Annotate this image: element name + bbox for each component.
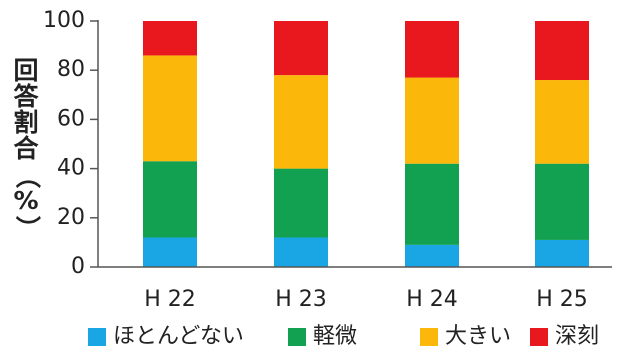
y-axis-label-char: 回 bbox=[13, 56, 38, 85]
legend-swatch bbox=[530, 328, 548, 346]
bar-segment bbox=[405, 77, 459, 164]
bar-segment bbox=[143, 161, 197, 238]
y-tick-label: 100 bbox=[43, 8, 85, 33]
legend-label: ほとんどない bbox=[113, 324, 244, 349]
bar-segment bbox=[143, 237, 197, 267]
y-axis-label-char: （ bbox=[13, 163, 42, 188]
bar-segment bbox=[535, 163, 589, 240]
bar-segment bbox=[274, 21, 328, 76]
y-axis: 0 20 40 60 80 100 bbox=[43, 8, 99, 279]
y-axis-label-char: ） bbox=[13, 215, 42, 240]
bar-segment bbox=[274, 168, 328, 238]
bar-segment bbox=[535, 80, 589, 164]
legend-label: 深刻 bbox=[555, 324, 599, 349]
bars bbox=[143, 21, 589, 267]
bar-segment bbox=[143, 55, 197, 162]
y-tick-label: 80 bbox=[57, 57, 85, 82]
bar-segment bbox=[274, 75, 328, 169]
legend-swatch bbox=[88, 328, 106, 346]
y-axis-label-char: 答 bbox=[13, 82, 39, 111]
x-category-label: H 25 bbox=[536, 287, 588, 312]
x-category-label: H 24 bbox=[406, 287, 458, 312]
y-axis-label-char: 割 bbox=[13, 108, 38, 137]
legend-swatch bbox=[288, 328, 306, 346]
bar-segment bbox=[405, 244, 459, 267]
legend-label: 大きい bbox=[445, 324, 511, 349]
legend-swatch bbox=[420, 328, 438, 346]
y-tick-label: 60 bbox=[57, 106, 85, 131]
x-category-label: H 23 bbox=[275, 287, 327, 312]
y-tick-label: 40 bbox=[57, 156, 85, 181]
legend-label: 軽微 bbox=[313, 324, 357, 349]
y-axis-label-char: 合 bbox=[13, 134, 39, 163]
y-tick-label: 0 bbox=[71, 254, 85, 279]
y-axis-label-char: % bbox=[13, 186, 38, 215]
bar-segment bbox=[143, 21, 197, 56]
bar-segment bbox=[405, 21, 459, 78]
bar-segment bbox=[535, 21, 589, 81]
bar-segment bbox=[535, 239, 589, 267]
bar-segment bbox=[274, 237, 328, 267]
y-tick-label: 20 bbox=[57, 205, 85, 230]
x-axis: H 22 H 23 H 24 H 25 bbox=[98, 266, 612, 312]
legend: ほとんどない 軽微 大きい 深刻 bbox=[88, 324, 599, 349]
bar-segment bbox=[405, 163, 459, 245]
x-category-label: H 22 bbox=[144, 287, 196, 312]
